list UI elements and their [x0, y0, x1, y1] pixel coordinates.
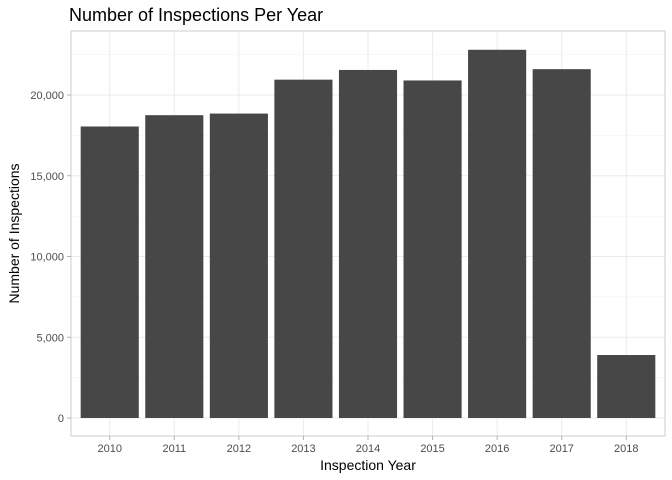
y-tick-label: 0	[58, 413, 64, 425]
x-tick-label: 2011	[162, 443, 186, 455]
y-axis: 0 5,000 10,000 15,000 20,000	[30, 90, 71, 425]
x-axis-title: Inspection Year	[320, 457, 416, 473]
x-tick-label: 2012	[227, 443, 251, 455]
chart-title: Number of Inspections Per Year	[69, 5, 323, 25]
bar-2018	[597, 355, 656, 418]
bar-2011	[145, 115, 204, 418]
x-tick-label: 2018	[614, 443, 638, 455]
y-tick-label: 5,000	[36, 332, 64, 344]
x-tick-label: 2016	[485, 443, 509, 455]
bar-2015	[403, 80, 462, 418]
bars	[80, 49, 656, 419]
x-tick-label: 2017	[549, 443, 573, 455]
x-tick-label: 2010	[97, 443, 121, 455]
y-tick-label: 15,000	[30, 171, 64, 183]
y-tick-label: 20,000	[30, 90, 64, 102]
bar-2012	[209, 113, 268, 418]
x-tick-label: 2014	[356, 443, 380, 455]
y-axis-title: Number of Inspections	[6, 163, 22, 303]
x-tick-label: 2013	[291, 443, 315, 455]
x-tick-label: 2015	[420, 443, 444, 455]
bar-2014	[338, 69, 398, 418]
bar-2010	[80, 126, 139, 419]
bar-2017	[532, 69, 591, 418]
bar-2016	[468, 49, 527, 418]
bar-2013	[274, 79, 333, 418]
x-axis: 2010 2011 2012 2013 2014 2015 2016 2017 2018	[97, 436, 639, 455]
y-tick-label: 10,000	[30, 252, 64, 264]
